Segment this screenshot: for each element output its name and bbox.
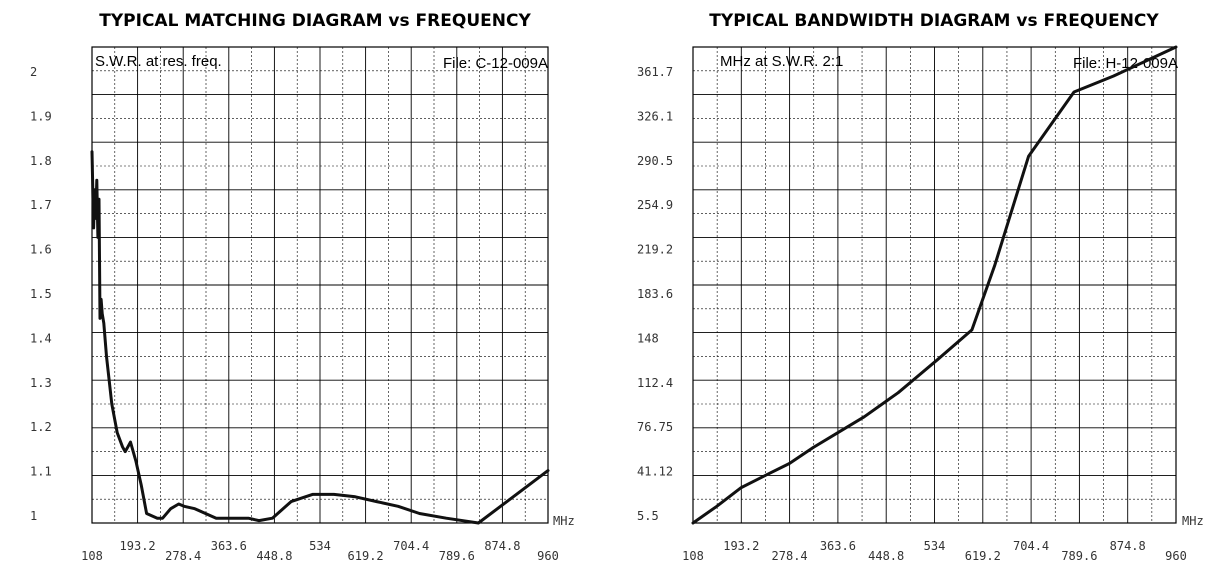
series-line xyxy=(691,45,1178,525)
x-axis-unit: MHz xyxy=(1182,514,1204,528)
series-line xyxy=(90,150,550,525)
x-tick-label: 960 xyxy=(537,549,559,563)
y-tick-label: 326.1 xyxy=(637,109,673,123)
x-tick-label-upper: 534 xyxy=(924,539,946,553)
bandwidth-chart: TYPICAL BANDWIDTH DIAGRAM vs FREQUENCY MH… xyxy=(637,11,1204,563)
file-label: File: C-12-009A xyxy=(443,55,548,72)
chart-title: TYPICAL BANDWIDTH DIAGRAM vs FREQUENCY xyxy=(709,11,1159,31)
y-tick-label: 1.3 xyxy=(30,376,52,390)
y-tick-label: 1.4 xyxy=(30,331,52,345)
y-tick-label: 1.2 xyxy=(30,420,52,434)
x-axis-unit: MHz xyxy=(553,514,575,528)
y-tick-label: 5.5 xyxy=(637,509,659,523)
plot-frame xyxy=(91,46,549,524)
y-tick-label: 76.75 xyxy=(637,420,673,434)
x-tick-label-upper: 363.6 xyxy=(211,539,247,553)
y-tick-label: 1.7 xyxy=(30,198,52,212)
x-tick-label: 619.2 xyxy=(965,549,1001,563)
x-tick-label: 278.4 xyxy=(165,549,201,563)
chart-subtitle: MHz at S.W.R. 2:1 xyxy=(720,53,843,70)
x-tick-label: 278.4 xyxy=(772,549,808,563)
x-tick-label: 960 xyxy=(1165,549,1187,563)
y-tick-label: 361.7 xyxy=(637,65,673,79)
y-tick-label: 1.8 xyxy=(30,154,52,168)
x-tick-label: 789.6 xyxy=(1061,549,1097,563)
x-tick-label: 619.2 xyxy=(348,549,384,563)
x-tick-label-upper: 193.2 xyxy=(723,539,759,553)
y-tick-label: 219.2 xyxy=(637,243,673,257)
x-tick-label-upper: 704.4 xyxy=(1013,539,1049,553)
x-tick-label-upper: 874.8 xyxy=(1110,539,1146,553)
x-tick-label-upper: 193.2 xyxy=(120,539,156,553)
y-tick-label: 1.9 xyxy=(30,109,52,123)
y-tick-label: 290.5 xyxy=(637,154,673,168)
chart-title: TYPICAL MATCHING DIAGRAM vs FREQUENCY xyxy=(99,11,531,31)
x-tick-label-upper: 534 xyxy=(309,539,331,553)
chart-subtitle: S.W.R. at res. freq. xyxy=(95,53,222,70)
x-tick-label-upper: 363.6 xyxy=(820,539,856,553)
y-tick-label: 1 xyxy=(30,509,37,523)
y-tick-label: 112.4 xyxy=(637,376,673,390)
x-tick-label: 789.6 xyxy=(439,549,475,563)
y-tick-label: 148 xyxy=(637,331,659,345)
y-tick-label: 41.12 xyxy=(637,465,673,479)
y-tick-label: 2 xyxy=(30,65,37,79)
plot-frame xyxy=(692,46,1177,524)
y-tick-label: 183.6 xyxy=(637,287,673,301)
x-tick-label: 448.8 xyxy=(256,549,292,563)
x-tick-label: 108 xyxy=(682,549,704,563)
y-tick-label: 1.5 xyxy=(30,287,52,301)
y-tick-label: 1.6 xyxy=(30,243,52,257)
x-tick-label: 108 xyxy=(81,549,103,563)
x-tick-label-upper: 874.8 xyxy=(484,539,520,553)
x-tick-label-upper: 704.4 xyxy=(393,539,429,553)
matching-chart: TYPICAL MATCHING DIAGRAM vs FREQUENCY S.W… xyxy=(30,11,575,563)
x-tick-label: 448.8 xyxy=(868,549,904,563)
y-tick-label: 1.1 xyxy=(30,465,52,479)
y-tick-label: 254.9 xyxy=(637,198,673,212)
